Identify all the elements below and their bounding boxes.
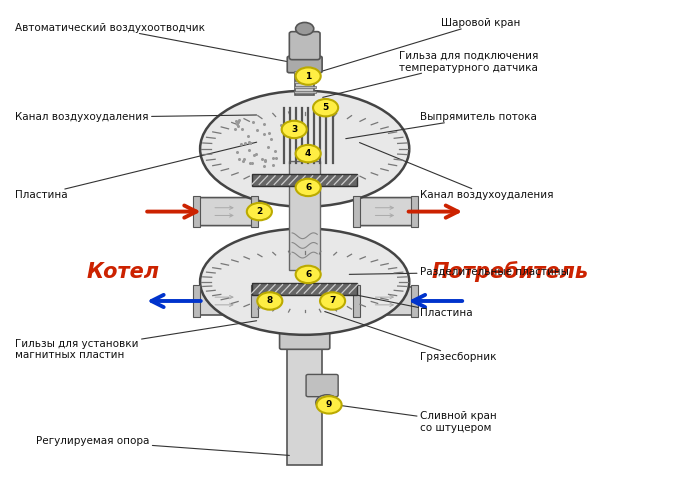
FancyBboxPatch shape [287,56,322,73]
Bar [251,196,258,227]
Text: Регулируемая опора: Регулируемая опора [36,436,289,455]
Text: Потребитель: Потребитель [432,261,589,282]
Bar [253,174,357,187]
Text: 7: 7 [330,296,336,306]
Text: Выпрямитель потока: Выпрямитель потока [346,112,537,139]
Bar [412,285,419,317]
Bar [193,285,200,317]
Bar [293,90,316,93]
Bar [293,76,316,79]
Bar [293,71,316,74]
FancyBboxPatch shape [354,287,416,315]
Circle shape [281,121,307,138]
Text: Пластина: Пластина [15,142,257,200]
Circle shape [320,292,345,310]
Circle shape [295,22,314,35]
Circle shape [316,396,342,414]
Circle shape [295,68,321,85]
Bar [251,285,258,317]
Text: 1: 1 [305,71,312,81]
Bar [289,161,320,270]
FancyBboxPatch shape [354,198,416,226]
FancyBboxPatch shape [194,287,256,315]
Ellipse shape [200,228,410,335]
Text: 4: 4 [305,149,312,158]
Text: Грязесборник: Грязесборник [325,312,496,362]
Circle shape [247,203,272,220]
Bar [287,347,322,465]
Circle shape [258,292,282,310]
Text: 6: 6 [305,183,312,192]
Text: 6: 6 [305,270,312,279]
Text: 5: 5 [323,103,329,112]
Text: 3: 3 [291,125,298,134]
Text: Автоматический воздухоотводчик: Автоматический воздухоотводчик [15,23,298,64]
FancyBboxPatch shape [289,32,320,60]
Circle shape [295,145,321,162]
Circle shape [316,395,338,410]
Bar [193,196,200,227]
Circle shape [295,179,321,196]
Bar [293,81,316,83]
Text: Гильзы для установки
магнитных пластин: Гильзы для установки магнитных пластин [15,321,257,360]
Text: Гильза для подключения
температурного датчика: Гильза для подключения температурного да… [323,51,538,97]
Bar [354,196,360,227]
Text: Канал воздухоудаления: Канал воздухоудаления [15,112,257,122]
Circle shape [295,266,321,283]
FancyBboxPatch shape [306,374,338,397]
Text: Шаровой кран: Шаровой кран [316,18,520,73]
Circle shape [313,99,338,116]
Bar [293,86,316,88]
Text: 2: 2 [256,207,262,216]
Text: Котел: Котел [87,262,160,282]
Text: Разделительные пластины: Разделительные пластины [349,267,568,277]
Text: 9: 9 [326,400,332,409]
Ellipse shape [200,91,410,207]
FancyBboxPatch shape [279,323,330,349]
Bar [412,196,419,227]
Bar [354,285,360,317]
Text: Сливной кран
со штуцером: Сливной кран со штуцером [339,405,496,433]
Bar [295,71,314,95]
Text: 8: 8 [267,296,273,306]
Bar [253,283,357,295]
Text: Канал воздухоудаления: Канал воздухоудаления [360,142,553,200]
FancyBboxPatch shape [194,198,256,226]
Text: Пластина: Пластина [353,295,473,318]
